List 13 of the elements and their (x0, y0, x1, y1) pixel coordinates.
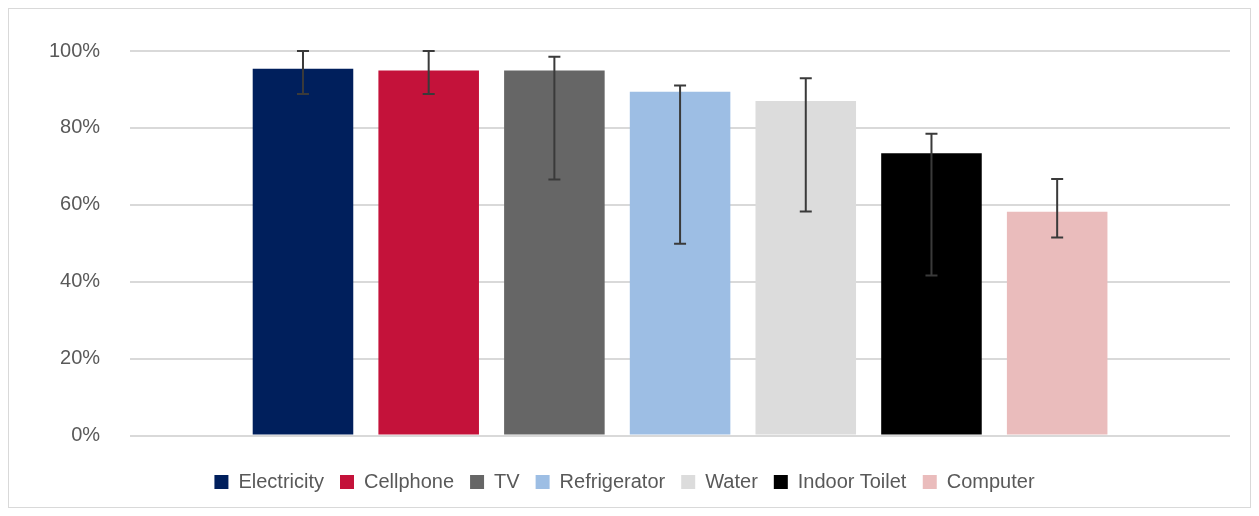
legend-label: Indoor Toilet (797, 469, 907, 492)
y-tick-label: 100% (49, 38, 101, 61)
y-tick-label: 20% (60, 346, 101, 369)
legend-label: Refrigerator (559, 469, 666, 492)
legend-label: Computer (946, 469, 1035, 492)
legend-label: Water (705, 469, 759, 492)
y-tick-label: 40% (60, 269, 101, 292)
y-tick-label: 0% (71, 423, 101, 446)
y-tick-label: 80% (60, 115, 101, 138)
legend-label: TV (494, 469, 521, 492)
legend-label: Cellphone (363, 469, 455, 492)
legend-label: Electricity (238, 469, 324, 492)
y-tick-label: 60% (60, 192, 101, 215)
